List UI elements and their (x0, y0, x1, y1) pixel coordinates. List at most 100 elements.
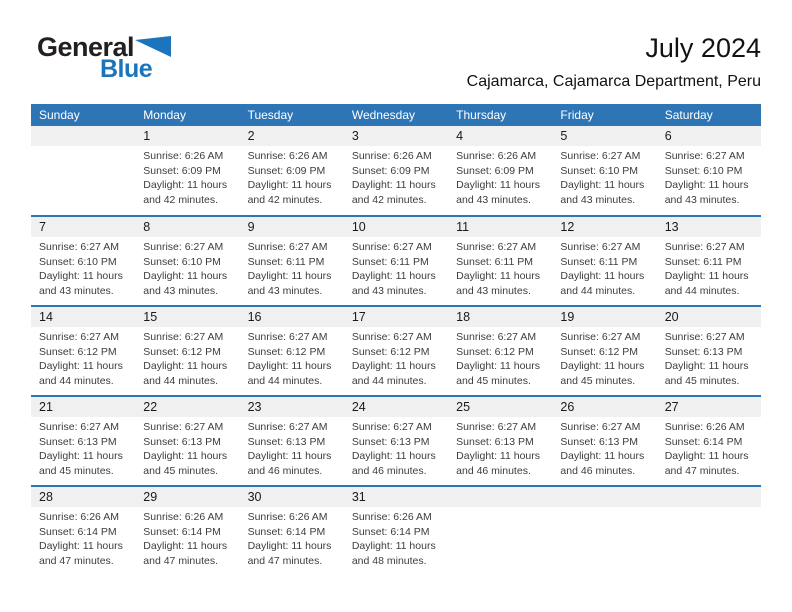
daylight-text: Daylight: 11 hours and 43 minutes. (247, 270, 332, 297)
day-number: 17 (351, 310, 366, 324)
sunset-text: Sunset: 6:12 PM (247, 345, 326, 358)
sunrise-text: Sunrise: 6:27 AM (664, 241, 745, 253)
sunrise-text: Sunrise: 6:27 AM (39, 331, 119, 343)
sunrise-text: Sunrise: 6:27 AM (39, 421, 119, 433)
day-number: 25 (456, 400, 471, 414)
sunset-text: Sunset: 6:11 PM (456, 255, 533, 268)
daylight-text: Daylight: 11 hours and 44 minutes. (664, 270, 749, 297)
day-number: 12 (560, 220, 575, 234)
day-number: 26 (560, 400, 575, 414)
daylight-text: Daylight: 11 hours and 46 minutes. (247, 450, 332, 477)
day-number: 24 (351, 400, 366, 414)
daylight-text: Daylight: 11 hours and 43 minutes. (456, 270, 540, 297)
day-number: 22 (143, 400, 158, 414)
day-cell: Sunrise: 6:27 AM Sunset: 6:13 PM Dayligh… (448, 417, 552, 478)
sunrise-text: Sunrise: 6:27 AM (456, 331, 537, 343)
day-number: 13 (664, 220, 679, 234)
daylight-text: Daylight: 11 hours and 44 minutes. (39, 360, 123, 387)
sunrise-text: Sunrise: 6:27 AM (456, 241, 537, 253)
sunrise-text: Sunrise: 6:27 AM (143, 421, 224, 433)
day-number: 8 (143, 220, 151, 234)
day-cell: Sunrise: 6:27 AM Sunset: 6:12 PM Dayligh… (344, 327, 448, 388)
weekday-header-saturday: Saturday (664, 108, 713, 122)
sunrise-text: Sunrise: 6:26 AM (351, 511, 432, 523)
sunset-text: Sunset: 6:14 PM (39, 525, 117, 538)
week-day-number-band: 28 29 30 31 (31, 487, 761, 507)
sunrise-text: Sunrise: 6:27 AM (247, 241, 328, 253)
day-number: 6 (664, 129, 672, 143)
weekday-header-thursday: Thursday (456, 108, 507, 122)
daylight-text: Daylight: 11 hours and 47 minutes. (143, 540, 228, 567)
sunrise-text: Sunrise: 6:26 AM (39, 511, 119, 523)
day-cell: Sunrise: 6:27 AM Sunset: 6:12 PM Dayligh… (240, 327, 344, 388)
day-number: 29 (143, 490, 158, 504)
sunset-text: Sunset: 6:13 PM (351, 435, 430, 448)
week-row: 14 15 16 17 18 19 20 Sunrise: 6:27 AM Sunset: … (31, 305, 761, 395)
weekday-header-monday: Monday (143, 108, 186, 122)
logo-text-blue: Blue (100, 55, 153, 83)
week-row: 21 22 23 24 25 26 27 Sunrise: 6:27 AM Sunset: … (31, 395, 761, 485)
sunrise-text: Sunrise: 6:27 AM (560, 241, 641, 253)
sunset-text: Sunset: 6:11 PM (560, 255, 638, 268)
daylight-text: Daylight: 11 hours and 45 minutes. (560, 360, 645, 387)
day-number: 5 (560, 129, 568, 143)
sunset-text: Sunset: 6:11 PM (351, 255, 429, 268)
daylight-text: Daylight: 11 hours and 47 minutes. (39, 540, 123, 567)
daylight-text: Daylight: 11 hours and 44 minutes. (351, 360, 436, 387)
daylight-text: Daylight: 11 hours and 47 minutes. (664, 450, 749, 477)
sunset-text: Sunset: 6:13 PM (664, 345, 743, 358)
sunset-text: Sunset: 6:12 PM (143, 345, 221, 358)
daylight-text: Daylight: 11 hours and 43 minutes. (560, 179, 645, 206)
daylight-text: Daylight: 11 hours and 45 minutes. (143, 450, 228, 477)
day-cell (657, 507, 761, 568)
day-cell: Sunrise: 6:27 AM Sunset: 6:10 PM Dayligh… (135, 237, 239, 298)
daylight-text: Daylight: 11 hours and 43 minutes. (456, 179, 540, 206)
day-number: 20 (664, 310, 679, 324)
sunset-text: Sunset: 6:11 PM (664, 255, 742, 268)
week-info-band: Sunrise: 6:27 AM Sunset: 6:12 PM Dayligh… (31, 327, 761, 388)
daylight-text: Daylight: 11 hours and 44 minutes. (247, 360, 332, 387)
sunset-text: Sunset: 6:12 PM (351, 345, 430, 358)
sunset-text: Sunset: 6:11 PM (247, 255, 325, 268)
sunrise-text: Sunrise: 6:26 AM (247, 511, 328, 523)
day-cell (31, 146, 135, 207)
day-cell: Sunrise: 6:26 AM Sunset: 6:09 PM Dayligh… (344, 146, 448, 207)
sunrise-text: Sunrise: 6:26 AM (247, 150, 328, 162)
day-number: 10 (351, 220, 366, 234)
day-cell: Sunrise: 6:27 AM Sunset: 6:13 PM Dayligh… (344, 417, 448, 478)
day-number: 14 (39, 310, 53, 324)
week-info-band: Sunrise: 6:27 AM Sunset: 6:13 PM Dayligh… (31, 417, 761, 478)
sunrise-text: Sunrise: 6:26 AM (664, 421, 745, 433)
day-number: 15 (143, 310, 158, 324)
week-row: 28 29 30 31 Sunrise: 6:26 AM Sunset: 6:14 P… (31, 485, 761, 575)
week-day-number-band: 21 22 23 24 25 26 27 (31, 397, 761, 417)
day-number: 30 (247, 490, 262, 504)
daylight-text: Daylight: 11 hours and 44 minutes. (560, 270, 645, 297)
day-cell: Sunrise: 6:27 AM Sunset: 6:13 PM Dayligh… (552, 417, 656, 478)
sunset-text: Sunset: 6:10 PM (143, 255, 221, 268)
sunset-text: Sunset: 6:14 PM (143, 525, 221, 538)
title-block: July 2024 Cajamarca, Cajamarca Departmen… (467, 33, 761, 91)
week-info-band: Sunrise: 6:27 AM Sunset: 6:10 PM Dayligh… (31, 237, 761, 298)
day-cell: Sunrise: 6:26 AM Sunset: 6:14 PM Dayligh… (344, 507, 448, 568)
day-cell: Sunrise: 6:27 AM Sunset: 6:10 PM Dayligh… (552, 146, 656, 207)
day-cell: Sunrise: 6:27 AM Sunset: 6:11 PM Dayligh… (240, 237, 344, 298)
general-blue-logo: General Blue (37, 34, 172, 83)
day-number: 16 (247, 310, 262, 324)
sunrise-text: Sunrise: 6:27 AM (143, 241, 224, 253)
day-cell: Sunrise: 6:27 AM Sunset: 6:11 PM Dayligh… (448, 237, 552, 298)
sunset-text: Sunset: 6:13 PM (143, 435, 221, 448)
daylight-text: Daylight: 11 hours and 44 minutes. (143, 360, 228, 387)
week-day-number-band: 1 2 3 4 5 6 (31, 126, 761, 146)
day-number: 27 (664, 400, 679, 414)
sunrise-text: Sunrise: 6:27 AM (560, 421, 641, 433)
day-number: 19 (560, 310, 575, 324)
daylight-text: Daylight: 11 hours and 43 minutes. (143, 270, 228, 297)
day-number: 21 (39, 400, 53, 414)
daylight-text: Daylight: 11 hours and 45 minutes. (664, 360, 749, 387)
sunrise-text: Sunrise: 6:27 AM (664, 150, 745, 162)
sunset-text: Sunset: 6:13 PM (247, 435, 326, 448)
day-number: 7 (39, 220, 46, 234)
sunset-text: Sunset: 6:12 PM (456, 345, 534, 358)
